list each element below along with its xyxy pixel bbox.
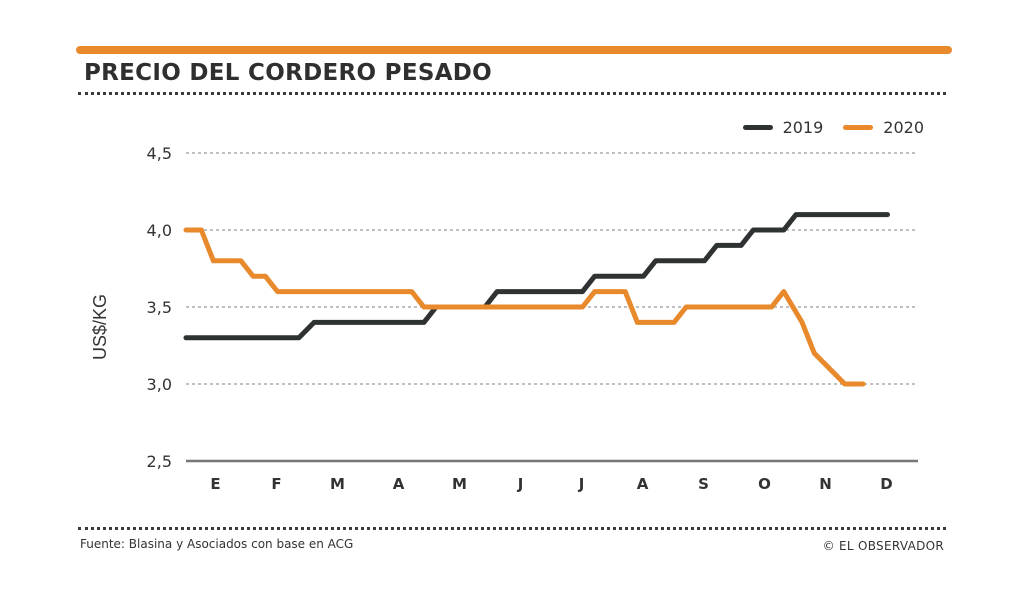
title-divider bbox=[78, 92, 946, 95]
source-note: Fuente: Blasina y Asociados con base en … bbox=[80, 537, 354, 551]
y-axis-label: US$/KG bbox=[90, 294, 110, 360]
legend-swatch-2019 bbox=[742, 125, 773, 130]
x-tick-label: J bbox=[578, 475, 585, 493]
x-tick-label: N bbox=[819, 475, 832, 493]
accent-bar bbox=[76, 46, 952, 54]
y-tick-label: 2,5 bbox=[147, 452, 172, 471]
x-tick-label: M bbox=[452, 475, 467, 493]
legend-item-2020: 2020 bbox=[843, 118, 924, 137]
x-tick-label: E bbox=[210, 475, 220, 493]
x-tick-label: J bbox=[517, 475, 524, 493]
legend: 2019 2020 bbox=[742, 118, 924, 137]
legend-item-2019: 2019 bbox=[742, 118, 824, 137]
x-tick-label: D bbox=[880, 475, 892, 493]
chart-title: PRECIO DEL CORDERO PESADO bbox=[84, 60, 493, 86]
legend-label-2020: 2020 bbox=[883, 118, 924, 137]
y-tick-label: 4,0 bbox=[147, 221, 172, 240]
footer-divider bbox=[78, 527, 946, 530]
x-tick-label: A bbox=[393, 475, 405, 493]
x-tick-label: A bbox=[637, 475, 649, 493]
credit-note: © EL OBSERVADOR bbox=[822, 539, 944, 553]
legend-label-2019: 2019 bbox=[782, 118, 824, 137]
x-tick-label: M bbox=[330, 475, 345, 493]
y-tick-label: 3,5 bbox=[147, 298, 172, 317]
y-tick-label: 3,0 bbox=[147, 375, 172, 394]
x-tick-label: O bbox=[758, 475, 771, 493]
y-tick-label: 4,5 bbox=[147, 144, 172, 163]
series-line-2019 bbox=[183, 212, 890, 341]
x-tick-label: F bbox=[271, 475, 281, 493]
legend-swatch-2020 bbox=[843, 125, 874, 130]
x-tick-label: S bbox=[698, 475, 709, 493]
series-line-2020 bbox=[183, 227, 866, 387]
